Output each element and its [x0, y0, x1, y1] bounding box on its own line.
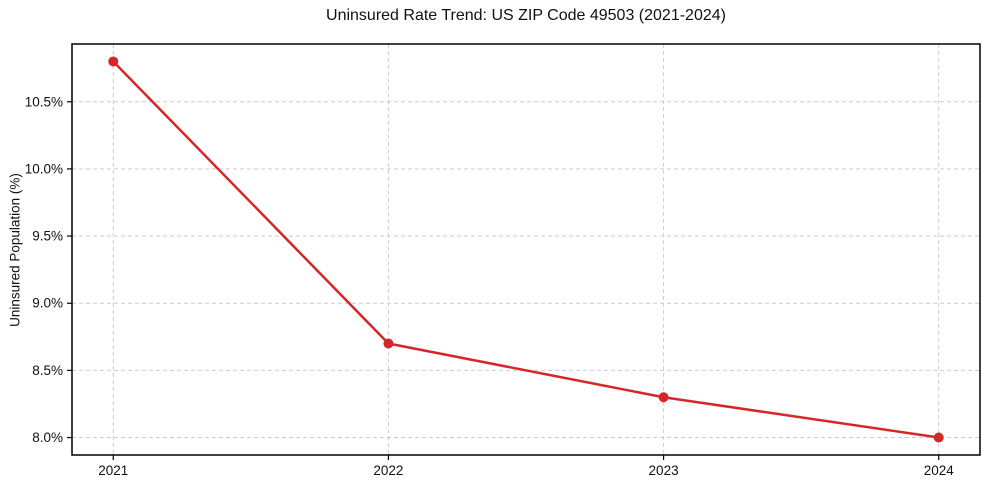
data-point — [108, 56, 119, 67]
chart-title: Uninsured Rate Trend: US ZIP Code 49503 … — [326, 7, 726, 24]
x-tick-label: 2022 — [373, 463, 403, 478]
data-point — [658, 392, 669, 403]
data-point — [933, 432, 944, 443]
x-tick-label: 2023 — [649, 463, 679, 478]
y-tick-label: 8.0% — [32, 430, 63, 445]
data-point — [383, 338, 394, 349]
x-tick-label: 2021 — [98, 463, 128, 478]
y-tick-label: 9.0% — [32, 296, 63, 311]
plot-border — [71, 43, 981, 456]
x-tick-label: 2024 — [924, 463, 955, 478]
y-tick-label: 8.5% — [32, 363, 63, 378]
trend-line — [112, 60, 940, 439]
y-tick-label: 10.5% — [25, 94, 63, 109]
y-tick-label: 9.5% — [32, 229, 63, 244]
y-tick-label: 10.0% — [25, 161, 63, 176]
